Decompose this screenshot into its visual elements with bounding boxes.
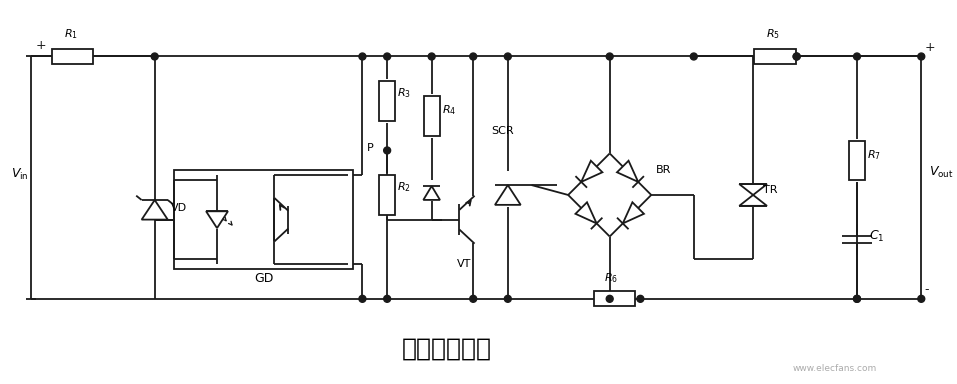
Bar: [849, 141, 865, 180]
Text: 继电器原理图: 继电器原理图: [401, 336, 491, 360]
Polygon shape: [739, 195, 767, 206]
Text: $R_2$: $R_2$: [397, 180, 411, 194]
Circle shape: [690, 53, 698, 60]
Text: $R_1$: $R_1$: [64, 27, 78, 41]
Circle shape: [606, 53, 613, 60]
Text: BR: BR: [657, 165, 672, 175]
Circle shape: [854, 295, 860, 302]
Bar: [379, 175, 395, 215]
Text: $R_7$: $R_7$: [867, 149, 880, 162]
Polygon shape: [423, 186, 440, 200]
Text: $R_6$: $R_6$: [604, 271, 617, 285]
Text: +: +: [924, 41, 935, 53]
Text: $V_{\rm out}$: $V_{\rm out}$: [929, 165, 954, 180]
Polygon shape: [739, 184, 767, 195]
Circle shape: [470, 53, 477, 60]
Circle shape: [637, 295, 644, 302]
Circle shape: [384, 295, 390, 302]
Polygon shape: [495, 185, 521, 205]
Text: SCR: SCR: [492, 126, 514, 136]
Polygon shape: [623, 202, 644, 223]
Circle shape: [359, 53, 366, 60]
Polygon shape: [575, 202, 596, 223]
Polygon shape: [142, 200, 167, 220]
Circle shape: [504, 295, 511, 302]
Bar: [379, 81, 395, 121]
Bar: [424, 96, 439, 136]
Polygon shape: [206, 211, 228, 228]
Circle shape: [918, 53, 924, 60]
Circle shape: [470, 295, 477, 302]
Circle shape: [918, 295, 924, 302]
Circle shape: [606, 295, 613, 302]
Circle shape: [854, 295, 860, 302]
Text: +: +: [36, 38, 47, 51]
Bar: [754, 49, 795, 64]
Bar: [174, 170, 352, 269]
Circle shape: [504, 53, 511, 60]
Circle shape: [793, 53, 800, 60]
Text: www.elecfans.com: www.elecfans.com: [792, 364, 877, 372]
Text: TR: TR: [763, 185, 777, 195]
Polygon shape: [617, 161, 638, 182]
Polygon shape: [581, 161, 602, 182]
Text: VD: VD: [170, 203, 187, 213]
Text: $R_5$: $R_5$: [766, 27, 780, 41]
Text: $V_{\rm in}$: $V_{\rm in}$: [11, 167, 29, 182]
Bar: [594, 291, 635, 306]
Text: -: -: [924, 283, 928, 296]
Circle shape: [359, 295, 366, 302]
Text: $R_3$: $R_3$: [397, 86, 411, 100]
Text: $C_1$: $C_1$: [869, 229, 884, 244]
Circle shape: [854, 53, 860, 60]
Text: P: P: [367, 144, 373, 154]
Bar: [52, 49, 94, 64]
Text: $R_4$: $R_4$: [441, 103, 456, 117]
Circle shape: [428, 53, 435, 60]
Circle shape: [151, 53, 158, 60]
Circle shape: [793, 53, 800, 60]
Circle shape: [384, 147, 390, 154]
Text: GD: GD: [254, 272, 273, 285]
Circle shape: [384, 53, 390, 60]
Text: VT: VT: [457, 259, 472, 269]
